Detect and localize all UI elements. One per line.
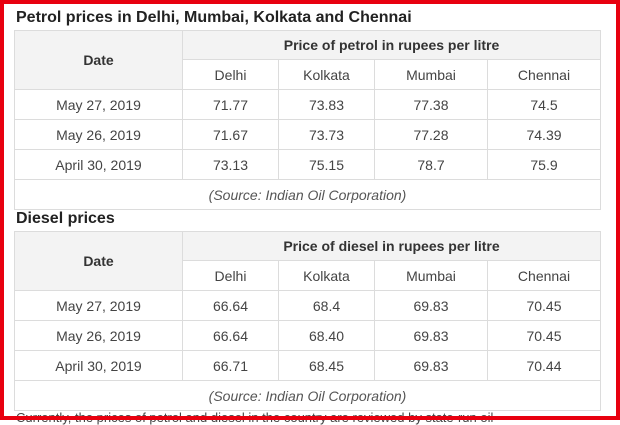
price-cell: 66.71	[182, 350, 279, 381]
diesel-price-table: Date Price of diesel in rupees per litre…	[14, 231, 601, 411]
row-date: April 30, 2019	[14, 350, 183, 381]
price-cell: 75.9	[486, 149, 602, 180]
source-note: (Source: Indian Oil Corporation)	[13, 179, 602, 210]
price-cell: 73.13	[182, 149, 279, 180]
price-cell: 70.45	[487, 320, 601, 351]
table-row: May 27, 2019 66.64 68.4 69.83 70.45	[14, 290, 601, 321]
table-row: April 30, 2019 73.13 75.15 78.7 75.9	[14, 149, 602, 180]
price-cell: 66.64	[182, 320, 279, 351]
price-cell: 73.83	[278, 89, 375, 120]
city-header-mumbai: Mumbai	[374, 260, 488, 291]
date-header: Date	[14, 231, 183, 291]
row-date: May 26, 2019	[14, 320, 183, 351]
price-cell: 66.64	[182, 290, 279, 321]
price-cell: 78.7	[374, 149, 488, 180]
price-cell: 68.45	[278, 350, 375, 381]
price-cell: 71.67	[182, 119, 279, 150]
city-header-chennai: Chennai	[487, 260, 601, 291]
city-header-kolkata: Kolkata	[278, 260, 375, 291]
price-cell: 68.40	[278, 320, 375, 351]
petrol-price-table: Date Price of petrol in rupees per litre…	[13, 30, 602, 210]
price-cell: 68.4	[278, 290, 375, 321]
petrol-title: Petrol prices in Delhi, Mumbai, Kolkata …	[16, 9, 412, 26]
price-cell: 74.39	[486, 119, 602, 150]
row-date: April 30, 2019	[14, 149, 183, 180]
price-cell: 69.83	[374, 350, 488, 381]
article-paragraph: Currently, the prices of petrol and dies…	[16, 410, 494, 425]
date-header: Date	[14, 30, 183, 90]
city-header-delhi: Delhi	[182, 59, 279, 90]
table-row: May 27, 2019 71.77 73.83 77.38 74.5	[14, 89, 602, 120]
row-date: May 27, 2019	[14, 290, 183, 321]
source-note: (Source: Indian Oil Corporation)	[14, 380, 601, 411]
price-cell: 73.73	[278, 119, 375, 150]
city-header-mumbai: Mumbai	[374, 59, 488, 90]
price-cell: 69.83	[374, 320, 488, 351]
city-header-kolkata: Kolkata	[278, 59, 375, 90]
diesel-title: Diesel prices	[16, 210, 115, 227]
price-cell: 71.77	[182, 89, 279, 120]
price-cell: 74.5	[486, 89, 602, 120]
city-header-chennai: Chennai	[486, 59, 602, 90]
price-cell: 77.28	[374, 119, 488, 150]
diesel-group-header: Price of diesel in rupees per litre	[182, 231, 601, 261]
row-date: May 26, 2019	[14, 119, 183, 150]
city-header-delhi: Delhi	[182, 260, 279, 291]
petrol-section: Petrol prices in Delhi, Mumbai, Kolkata …	[13, 8, 602, 210]
price-cell: 69.83	[374, 290, 488, 321]
price-cell: 75.15	[278, 149, 375, 180]
table-row: May 26, 2019 66.64 68.40 69.83 70.45	[14, 320, 601, 351]
price-cell: 70.44	[487, 350, 601, 381]
price-cell: 70.45	[487, 290, 601, 321]
petrol-group-header: Price of petrol in rupees per litre	[181, 30, 602, 60]
diesel-section: Diesel prices Date Price of diesel in ru…	[14, 209, 602, 411]
table-row: May 26, 2019 71.67 73.73 77.28 74.39	[14, 119, 602, 150]
row-date: May 27, 2019	[14, 89, 183, 120]
table-row: April 30, 2019 66.71 68.45 69.83 70.44	[14, 350, 601, 381]
price-cell: 77.38	[374, 89, 488, 120]
